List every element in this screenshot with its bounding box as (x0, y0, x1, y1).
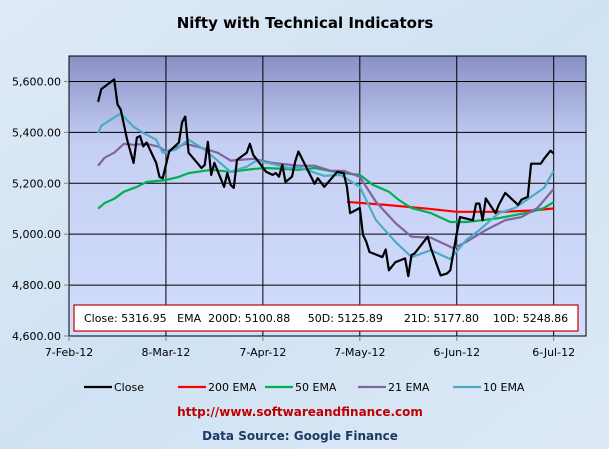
y-axis: 4,600.00 4,800.00 5,000.00 5,200.00 5,400.00… (12, 75, 69, 343)
y-tick-label: 5,200.00 (12, 177, 61, 190)
summary-text: Close: 5316.95 EMA 200D: 5100.88 50D: 51… (84, 312, 568, 325)
y-tick-label: 5,400.00 (12, 126, 61, 139)
legend-label: 10 EMA (483, 381, 525, 394)
legend-item: Close (84, 381, 144, 394)
y-tick-label: 4,800.00 (12, 279, 61, 292)
x-tick-label: 7-May-12 (334, 346, 385, 359)
legend-item: 21 EMA (358, 381, 430, 394)
legend-label: 50 EMA (295, 381, 337, 394)
series-line-10-ema (97, 112, 555, 261)
x-tick-label: 6-Jul-12 (532, 346, 575, 359)
series-line-close (97, 78, 555, 278)
x-axis: 7-Feb-12 8-Mar-12 7-Apr-12 7-May-12 6-Jun-12… (45, 336, 575, 359)
y-tick-label: 4,600.00 (12, 330, 61, 343)
plot-area (68, 55, 587, 337)
y-tick-label: 5,600.00 (12, 75, 61, 88)
legend-label: Close (114, 381, 144, 394)
legend-item: 10 EMA (453, 381, 525, 394)
website-link[interactable]: http://www.softwareandfinance.com (177, 405, 423, 419)
x-tick-label: 6-Jun-12 (433, 346, 480, 359)
summary-box (73, 304, 579, 332)
x-tick-label: 7-Feb-12 (45, 346, 93, 359)
data-source: Data Source: Google Finance (202, 429, 398, 443)
legend: Close 200 EMA 50 EMA 21 EMA 10 EMA (84, 381, 525, 394)
y-tick-label: 5,000.00 (12, 228, 61, 241)
legend-label: 200 EMA (208, 381, 257, 394)
x-tick-label: 8-Mar-12 (141, 346, 190, 359)
legend-item: 50 EMA (265, 381, 337, 394)
series-lines (97, 78, 555, 278)
legend-item: 200 EMA (178, 381, 257, 394)
chart-title: Nifty with Technical Indicators (177, 14, 434, 32)
legend-label: 21 EMA (388, 381, 430, 394)
x-tick-label: 7-Apr-12 (239, 346, 286, 359)
